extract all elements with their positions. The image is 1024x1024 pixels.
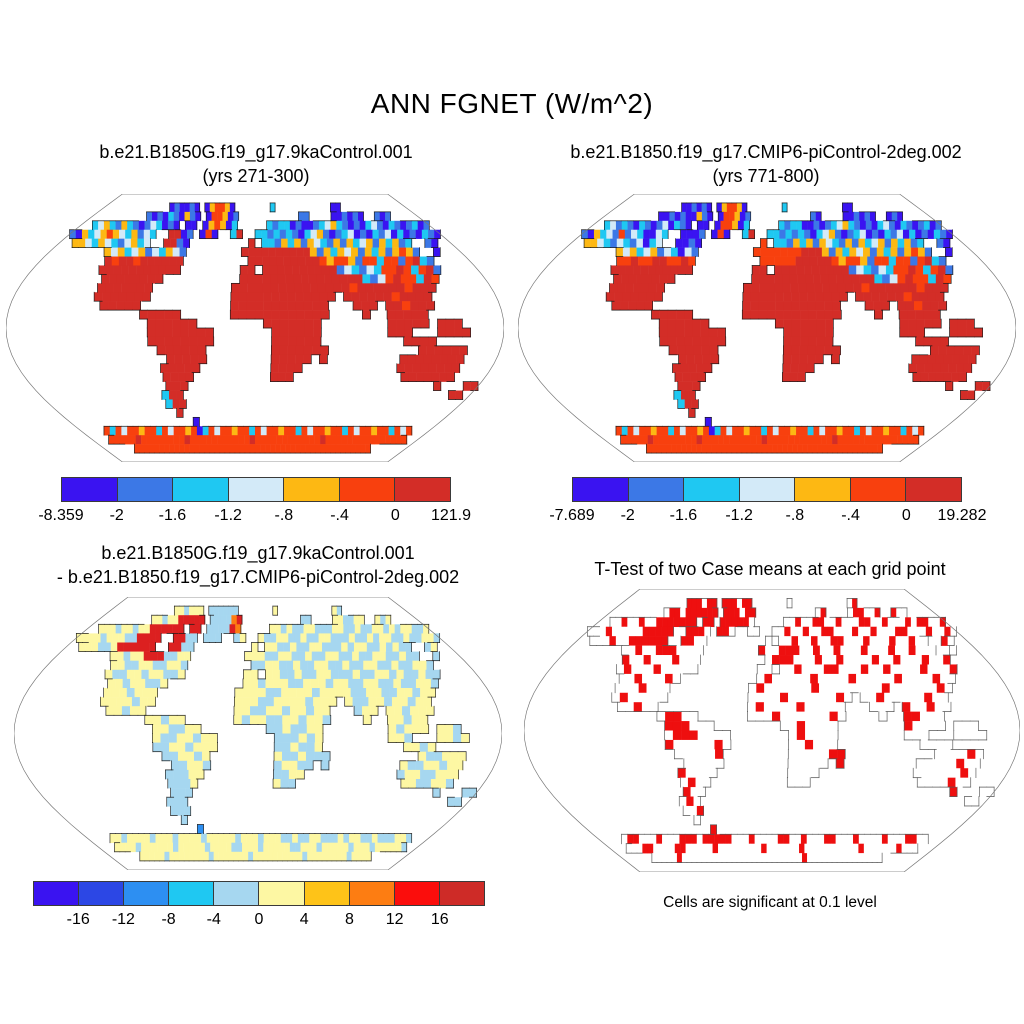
ttest-significance-caption: Cells are significant at 0.1 level [663, 894, 877, 911]
panel-case2-title-line2: (yrs 771-800) [712, 166, 820, 187]
panel-case1-title-line1: b.e21.B1850G.f19_g17.9kaControl.001 [99, 142, 413, 162]
panel-difference-title: b.e21.B1850G.f19_g17.9kaControl.001 - b.… [0, 541, 516, 590]
colorbar-case2-labels: -7.689 -2 -1.6 -1.2 -.8 -.4 0 19.282 [549, 507, 987, 524]
colorbar-difference: -16 -12 -8 -4 0 4 8 12 16 [33, 881, 485, 933]
colorbar-case1-cells [61, 477, 451, 502]
colorbar-case1-labels: -8.359 -2 -1.6 -1.2 -.8 -.4 0 121.9 [38, 507, 472, 524]
panel-ttest-title: T-Test of two Case means at each grid po… [516, 557, 1024, 581]
panel-ttest-title-line1: T-Test of two Case means at each grid po… [594, 559, 946, 579]
map-case1 [6, 194, 504, 462]
colorbar-difference-cells [33, 881, 485, 906]
colorbar-case2-cells [572, 477, 962, 502]
panel-case1-title: b.e21.B1850G.f19_g17.9kaControl.001 (yrs… [0, 140, 512, 189]
colorbar-case2: -7.689 -2 -1.6 -1.2 -.8 -.4 0 19.282 [549, 477, 987, 529]
colorbar-case1: -8.359 -2 -1.6 -1.2 -.8 -.4 0 121.9 [38, 477, 472, 529]
map-case2 [518, 194, 1016, 462]
map-difference [14, 597, 502, 870]
panel-difference-title-line1: b.e21.B1850G.f19_g17.9kaControl.001 [101, 543, 415, 563]
figure-title: ANN FGNET (W/m^2) [370, 88, 654, 119]
panel-case2-title-line1: b.e21.B1850.f19_g17.CMIP6-piControl-2deg… [570, 142, 962, 162]
colorbar-difference-labels: -16 -12 -8 -4 0 4 8 12 16 [66, 911, 449, 928]
panel-case1-title-line2: (yrs 271-300) [202, 166, 310, 187]
panel-difference-title-line2: - b.e21.B1850.f19_g17.CMIP6-piControl-2d… [56, 567, 460, 588]
panel-case2-title: b.e21.B1850.f19_g17.CMIP6-piControl-2deg… [508, 140, 1024, 189]
map-ttest [524, 589, 1020, 872]
